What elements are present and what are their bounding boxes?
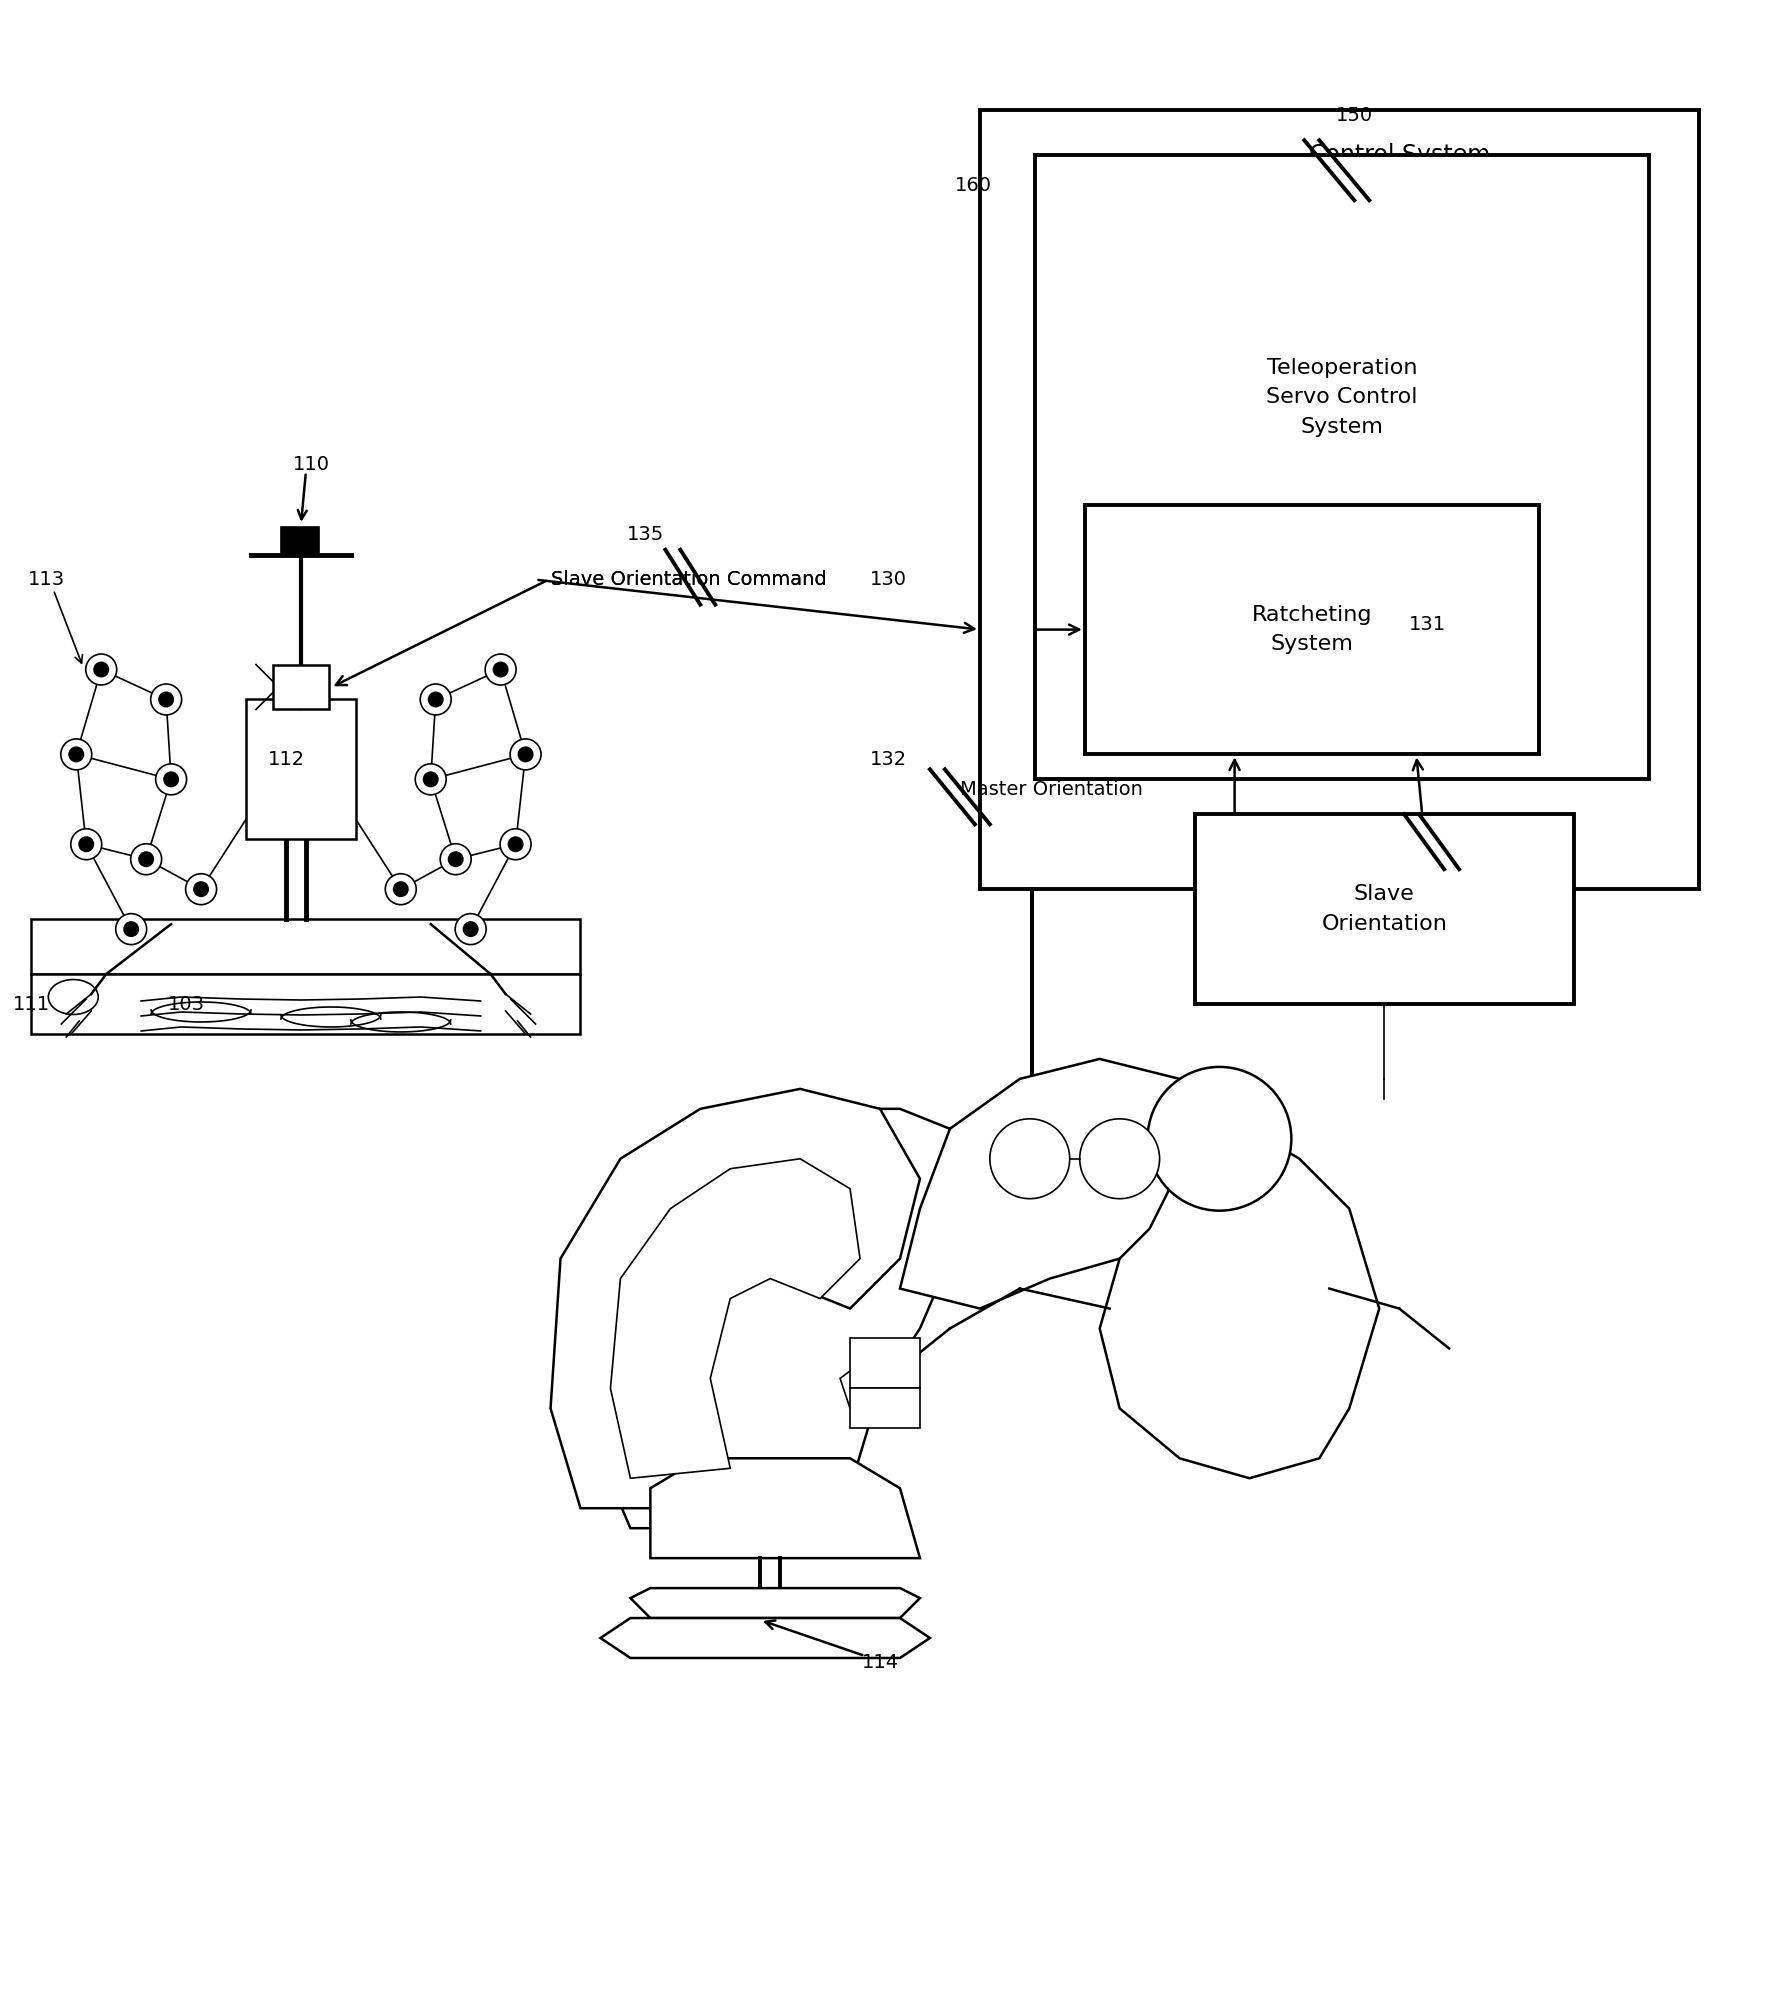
Text: Master Orientation: Master Orientation (959, 779, 1143, 800)
Text: Ratcheting
System: Ratcheting System (1251, 605, 1371, 655)
Circle shape (509, 739, 541, 769)
Bar (281, 526, 319, 554)
Text: Slave Orientation Command: Slave Orientation Command (550, 571, 826, 589)
Polygon shape (899, 1059, 1200, 1308)
Circle shape (484, 655, 516, 685)
Circle shape (71, 830, 101, 860)
Text: Slave
Orientation: Slave Orientation (1321, 884, 1447, 934)
Circle shape (518, 747, 534, 761)
Text: 112: 112 (267, 749, 304, 769)
Polygon shape (600, 1109, 949, 1529)
Bar (32, 974, 580, 1035)
Text: 130: 130 (870, 571, 906, 589)
Circle shape (158, 691, 174, 707)
Circle shape (85, 655, 117, 685)
Circle shape (139, 852, 155, 868)
Text: 110: 110 (292, 456, 329, 474)
Circle shape (447, 852, 463, 868)
Polygon shape (630, 1587, 920, 1617)
Circle shape (420, 683, 450, 715)
Text: 131: 131 (1408, 615, 1445, 635)
Circle shape (164, 771, 180, 788)
Text: 160: 160 (954, 175, 991, 195)
Circle shape (393, 882, 409, 898)
Circle shape (93, 661, 109, 677)
Circle shape (78, 836, 94, 852)
Text: 132: 132 (870, 749, 906, 769)
Polygon shape (650, 1459, 920, 1559)
Circle shape (68, 747, 84, 761)
Circle shape (130, 844, 162, 874)
Text: 135: 135 (627, 524, 664, 544)
Bar (272, 665, 329, 709)
Polygon shape (840, 1348, 910, 1408)
Text: 114: 114 (862, 1653, 899, 1671)
Circle shape (427, 691, 443, 707)
Circle shape (500, 830, 530, 860)
Ellipse shape (48, 980, 98, 1015)
Bar (32, 920, 580, 974)
Text: 103: 103 (167, 994, 205, 1013)
Text: 150: 150 (1335, 106, 1372, 125)
Bar (849, 1338, 920, 1388)
Text: Teleoperation
Servo Control
System: Teleoperation Servo Control System (1266, 358, 1417, 438)
Bar (1194, 814, 1574, 1004)
Circle shape (1146, 1067, 1290, 1211)
Bar (246, 699, 356, 840)
Circle shape (155, 763, 187, 796)
Circle shape (384, 874, 417, 904)
Circle shape (61, 739, 93, 769)
Circle shape (493, 661, 509, 677)
Text: Control System: Control System (1308, 143, 1490, 167)
Bar (979, 110, 1698, 890)
Circle shape (463, 922, 479, 936)
Circle shape (151, 683, 182, 715)
Polygon shape (550, 1089, 920, 1509)
Bar (849, 1388, 920, 1428)
Polygon shape (611, 1159, 860, 1479)
Circle shape (440, 844, 472, 874)
Polygon shape (1098, 1129, 1378, 1479)
Text: Slave Orientation Command: Slave Orientation Command (550, 571, 826, 589)
Circle shape (422, 771, 438, 788)
Circle shape (415, 763, 447, 796)
Circle shape (192, 882, 208, 898)
Polygon shape (600, 1617, 929, 1657)
Text: 111: 111 (12, 994, 50, 1013)
Bar (1084, 504, 1538, 755)
Circle shape (990, 1119, 1070, 1199)
Circle shape (185, 874, 217, 904)
Circle shape (123, 922, 139, 936)
Circle shape (507, 836, 523, 852)
Circle shape (1079, 1119, 1159, 1199)
Circle shape (116, 914, 146, 944)
Text: 113: 113 (28, 571, 64, 589)
Circle shape (456, 914, 486, 944)
Bar (1034, 155, 1648, 779)
